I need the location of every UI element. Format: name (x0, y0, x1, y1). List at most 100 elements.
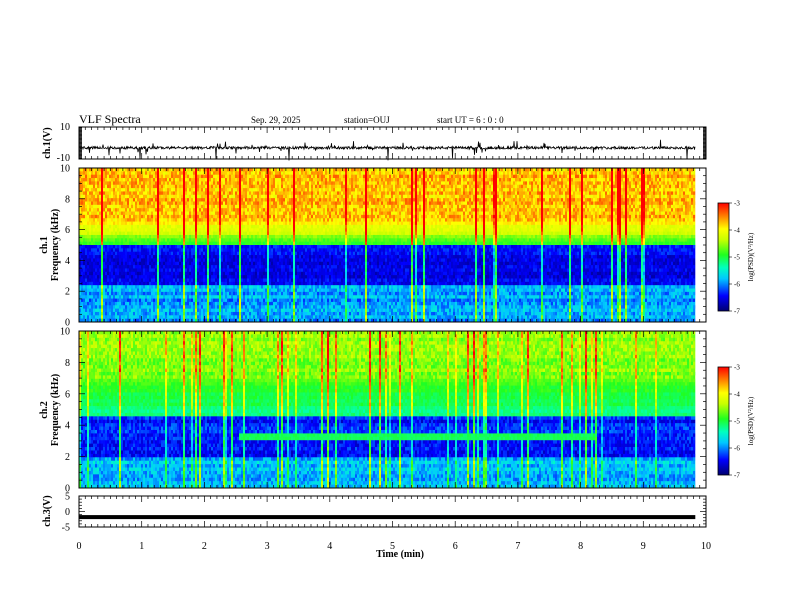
spectrogram-cell (183, 204, 186, 209)
spectrogram-cell (167, 268, 170, 273)
spectrogram-cell (113, 285, 116, 289)
spectrogram-cell (145, 295, 148, 299)
spectrogram-cell (171, 311, 174, 316)
spectrogram-cell (125, 308, 128, 313)
spectrogram-cell (107, 204, 110, 209)
spectrogram-cell (189, 248, 192, 253)
spectrogram-cell (101, 288, 104, 293)
spectrogram-cell (211, 184, 214, 189)
spectrogram-cell (231, 198, 234, 202)
spectrogram-cell (193, 308, 196, 313)
spectrogram-cell (229, 281, 232, 286)
spectrogram-cell (207, 298, 210, 303)
spectrogram-cell (195, 251, 198, 256)
spectrogram-cell (117, 288, 120, 293)
spectrogram-cell (129, 211, 132, 216)
spectrogram-cell (169, 318, 172, 322)
spectrogram-cell (127, 228, 130, 233)
spectrogram-cell (279, 204, 282, 209)
spectrogram-cell (105, 174, 108, 179)
spectrogram-cell (243, 218, 246, 222)
spectrogram-cell (243, 208, 246, 212)
spectrogram-cell (201, 285, 204, 289)
spectrogram-cell (263, 198, 266, 202)
spectrogram-cell (147, 255, 150, 259)
spectrogram-cell (185, 251, 188, 256)
spectrogram-cell (99, 251, 102, 256)
spectrogram-cell (249, 285, 252, 289)
spectrogram-cell (261, 241, 264, 246)
spectrogram-cell (147, 295, 150, 299)
spectrogram-cell (231, 224, 234, 229)
spectrogram-cell (145, 305, 148, 310)
spectrogram-cell (215, 311, 218, 316)
spectrogram-cell (277, 271, 280, 276)
spectrogram-cell (241, 194, 244, 199)
spectrogram-cell (127, 301, 130, 306)
spectrogram-cell (263, 305, 266, 310)
spectrogram-cell (137, 238, 140, 243)
spectrogram-cell (85, 248, 88, 253)
spectrogram-cell (269, 171, 272, 176)
spectrogram-cell (105, 231, 108, 236)
spectrogram-cell (207, 248, 210, 253)
spectrogram-cell (195, 305, 198, 310)
spectrogram-cell (155, 184, 158, 189)
spectrogram-cell (269, 251, 272, 256)
spectrogram-cell (185, 201, 188, 206)
spectrogram-cell (261, 248, 264, 253)
ch1-trace (79, 139, 696, 161)
spectrogram-cell (125, 241, 128, 246)
spectrogram-cell (109, 218, 112, 222)
spectrogram-cell (259, 214, 262, 219)
spectrogram-cell (237, 248, 240, 253)
spectrogram-cell (147, 241, 150, 246)
spectrogram-cell (119, 208, 122, 212)
spectrogram-cell (149, 224, 152, 229)
spectrogram-cell (229, 181, 232, 186)
spectrogram-cell (103, 308, 106, 313)
spectrogram-cell (219, 224, 222, 229)
spectrogram-cell (161, 188, 164, 192)
spectrogram-cell (99, 231, 102, 236)
spectrogram-cell (277, 201, 280, 206)
spectrogram-cell (263, 188, 266, 192)
spectrogram-cell (147, 198, 150, 202)
spectrogram-cell (149, 231, 152, 236)
spectrogram-cell (207, 188, 210, 192)
spectrogram-cell (269, 201, 272, 206)
spectrogram-cell (171, 208, 174, 212)
spectrogram-cell (177, 251, 180, 256)
spectrogram-cell (173, 174, 176, 179)
spectrogram-cell (213, 214, 216, 219)
spectrogram-cell (249, 191, 252, 196)
spectrogram-cell (93, 214, 96, 219)
spectrogram-cell (129, 214, 132, 219)
spectrogram-cell (165, 168, 168, 172)
spectrogram-cell (215, 168, 218, 172)
spectrogram-cell (85, 245, 88, 249)
spectrogram-cell (275, 191, 278, 196)
spectrogram-cell (217, 204, 220, 209)
spectrogram-cell (121, 291, 124, 296)
spectrogram-cell (147, 181, 150, 186)
spectrogram-cell (211, 275, 214, 279)
spectrogram-cell (155, 301, 158, 306)
spectrogram-cell (115, 211, 118, 216)
spectrogram-cell (135, 171, 138, 176)
spectrogram-cell (237, 255, 240, 259)
spectrogram-cell (205, 281, 208, 286)
spectrogram-cell (271, 285, 274, 289)
spectrogram-cell (81, 308, 84, 313)
spectrogram-cell (115, 218, 118, 222)
spectrogram-cell (181, 298, 184, 303)
spectrogram-cell (231, 171, 234, 176)
spectrogram-cell (225, 201, 228, 206)
spectrogram-cell (221, 194, 224, 199)
spectrogram-cell (121, 174, 124, 179)
spectrogram-cell (151, 291, 154, 296)
spectrogram-cell (143, 255, 146, 259)
spectrogram-cell (199, 221, 202, 226)
spectrogram-cell (127, 198, 130, 202)
spectrogram-cell (235, 281, 238, 286)
